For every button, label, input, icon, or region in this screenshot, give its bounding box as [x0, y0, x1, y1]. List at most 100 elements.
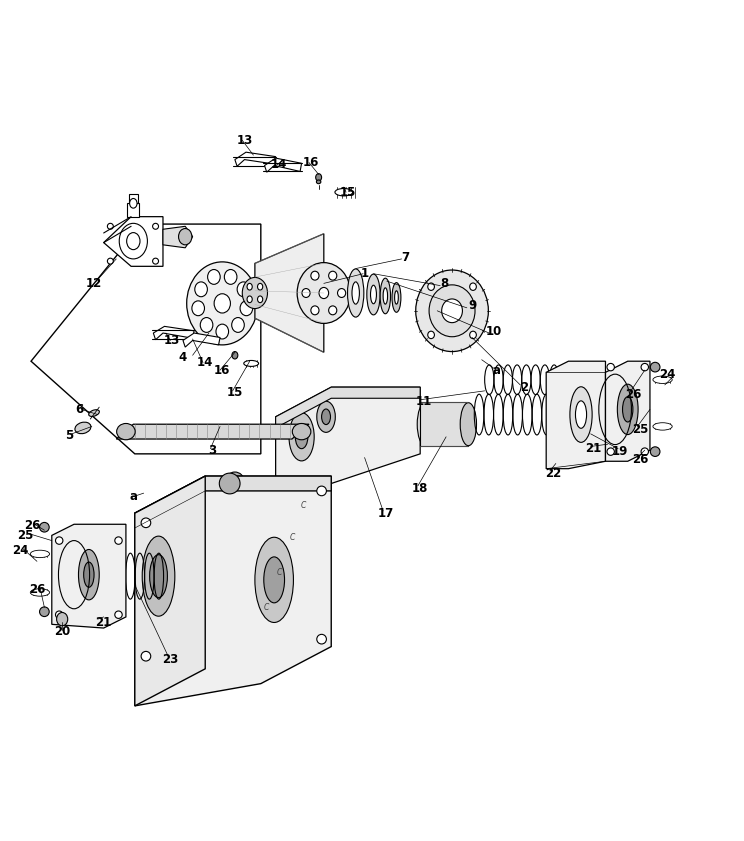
- Polygon shape: [135, 476, 331, 706]
- Ellipse shape: [75, 422, 91, 434]
- Ellipse shape: [570, 387, 592, 442]
- Ellipse shape: [243, 278, 268, 309]
- Text: 21: 21: [95, 616, 112, 628]
- Ellipse shape: [352, 282, 359, 304]
- Ellipse shape: [329, 272, 337, 280]
- Text: 9: 9: [468, 299, 476, 312]
- Ellipse shape: [650, 447, 660, 457]
- Polygon shape: [546, 361, 606, 468]
- Ellipse shape: [39, 522, 49, 532]
- Ellipse shape: [392, 283, 401, 312]
- Polygon shape: [103, 217, 163, 267]
- Ellipse shape: [319, 288, 329, 299]
- Ellipse shape: [311, 306, 319, 315]
- Text: 8: 8: [440, 277, 449, 290]
- Ellipse shape: [247, 283, 252, 290]
- Ellipse shape: [119, 224, 147, 259]
- Polygon shape: [116, 424, 309, 439]
- Text: 19: 19: [612, 445, 629, 458]
- Ellipse shape: [219, 473, 240, 494]
- Ellipse shape: [416, 270, 488, 352]
- Ellipse shape: [153, 224, 158, 230]
- Ellipse shape: [142, 536, 175, 616]
- Ellipse shape: [347, 269, 364, 317]
- Ellipse shape: [371, 285, 376, 304]
- Text: C: C: [264, 603, 269, 611]
- Ellipse shape: [383, 288, 388, 304]
- Text: 5: 5: [65, 429, 74, 442]
- Ellipse shape: [316, 180, 321, 183]
- Ellipse shape: [141, 652, 151, 661]
- Polygon shape: [135, 476, 331, 528]
- Ellipse shape: [329, 306, 337, 315]
- Ellipse shape: [295, 425, 308, 448]
- Ellipse shape: [126, 233, 140, 250]
- Text: 11: 11: [416, 395, 432, 409]
- Ellipse shape: [89, 410, 100, 416]
- Ellipse shape: [192, 301, 205, 315]
- Text: 3: 3: [208, 444, 217, 457]
- Ellipse shape: [240, 301, 253, 315]
- Text: 22: 22: [545, 468, 562, 480]
- Ellipse shape: [56, 537, 63, 544]
- Ellipse shape: [115, 537, 122, 544]
- Ellipse shape: [367, 274, 380, 315]
- Ellipse shape: [380, 278, 391, 314]
- Text: 26: 26: [25, 519, 41, 532]
- Ellipse shape: [115, 611, 122, 618]
- Ellipse shape: [338, 288, 346, 298]
- Text: a: a: [493, 363, 501, 377]
- Ellipse shape: [394, 291, 398, 304]
- Text: 10: 10: [486, 325, 502, 338]
- Ellipse shape: [208, 269, 220, 284]
- Ellipse shape: [317, 486, 327, 495]
- Text: 26: 26: [29, 583, 45, 596]
- Text: C: C: [277, 568, 282, 577]
- Ellipse shape: [257, 296, 263, 303]
- Text: 23: 23: [162, 653, 179, 666]
- Polygon shape: [235, 152, 275, 167]
- Text: 20: 20: [54, 625, 70, 638]
- Ellipse shape: [56, 611, 63, 618]
- Polygon shape: [420, 402, 469, 447]
- Text: 21: 21: [585, 442, 601, 455]
- Text: a: a: [129, 489, 138, 503]
- Polygon shape: [606, 361, 650, 461]
- Text: 6: 6: [75, 403, 83, 416]
- Ellipse shape: [297, 262, 350, 324]
- Ellipse shape: [417, 403, 434, 446]
- Ellipse shape: [31, 589, 50, 596]
- Ellipse shape: [200, 318, 213, 332]
- Ellipse shape: [232, 352, 238, 359]
- Ellipse shape: [150, 555, 167, 598]
- Polygon shape: [52, 524, 126, 628]
- Ellipse shape: [317, 401, 336, 432]
- Ellipse shape: [237, 282, 250, 297]
- Ellipse shape: [39, 607, 49, 616]
- Ellipse shape: [247, 296, 252, 303]
- Ellipse shape: [129, 198, 137, 208]
- Ellipse shape: [187, 262, 258, 345]
- Polygon shape: [153, 326, 194, 340]
- Ellipse shape: [623, 397, 633, 422]
- Ellipse shape: [257, 283, 263, 290]
- Ellipse shape: [428, 283, 434, 290]
- Ellipse shape: [461, 403, 476, 446]
- Ellipse shape: [289, 413, 314, 461]
- Ellipse shape: [429, 285, 475, 336]
- Ellipse shape: [469, 283, 476, 290]
- Text: 17: 17: [377, 506, 394, 520]
- Polygon shape: [275, 387, 420, 487]
- Polygon shape: [183, 333, 220, 347]
- Ellipse shape: [83, 562, 94, 587]
- Polygon shape: [31, 224, 261, 454]
- Ellipse shape: [315, 174, 321, 181]
- Ellipse shape: [653, 423, 672, 430]
- Text: 7: 7: [401, 251, 409, 264]
- Text: 26: 26: [625, 388, 641, 401]
- Ellipse shape: [607, 363, 615, 371]
- Text: 26: 26: [632, 452, 649, 466]
- Text: 16: 16: [303, 156, 319, 169]
- Text: 24: 24: [659, 368, 676, 381]
- Text: 2: 2: [520, 381, 528, 394]
